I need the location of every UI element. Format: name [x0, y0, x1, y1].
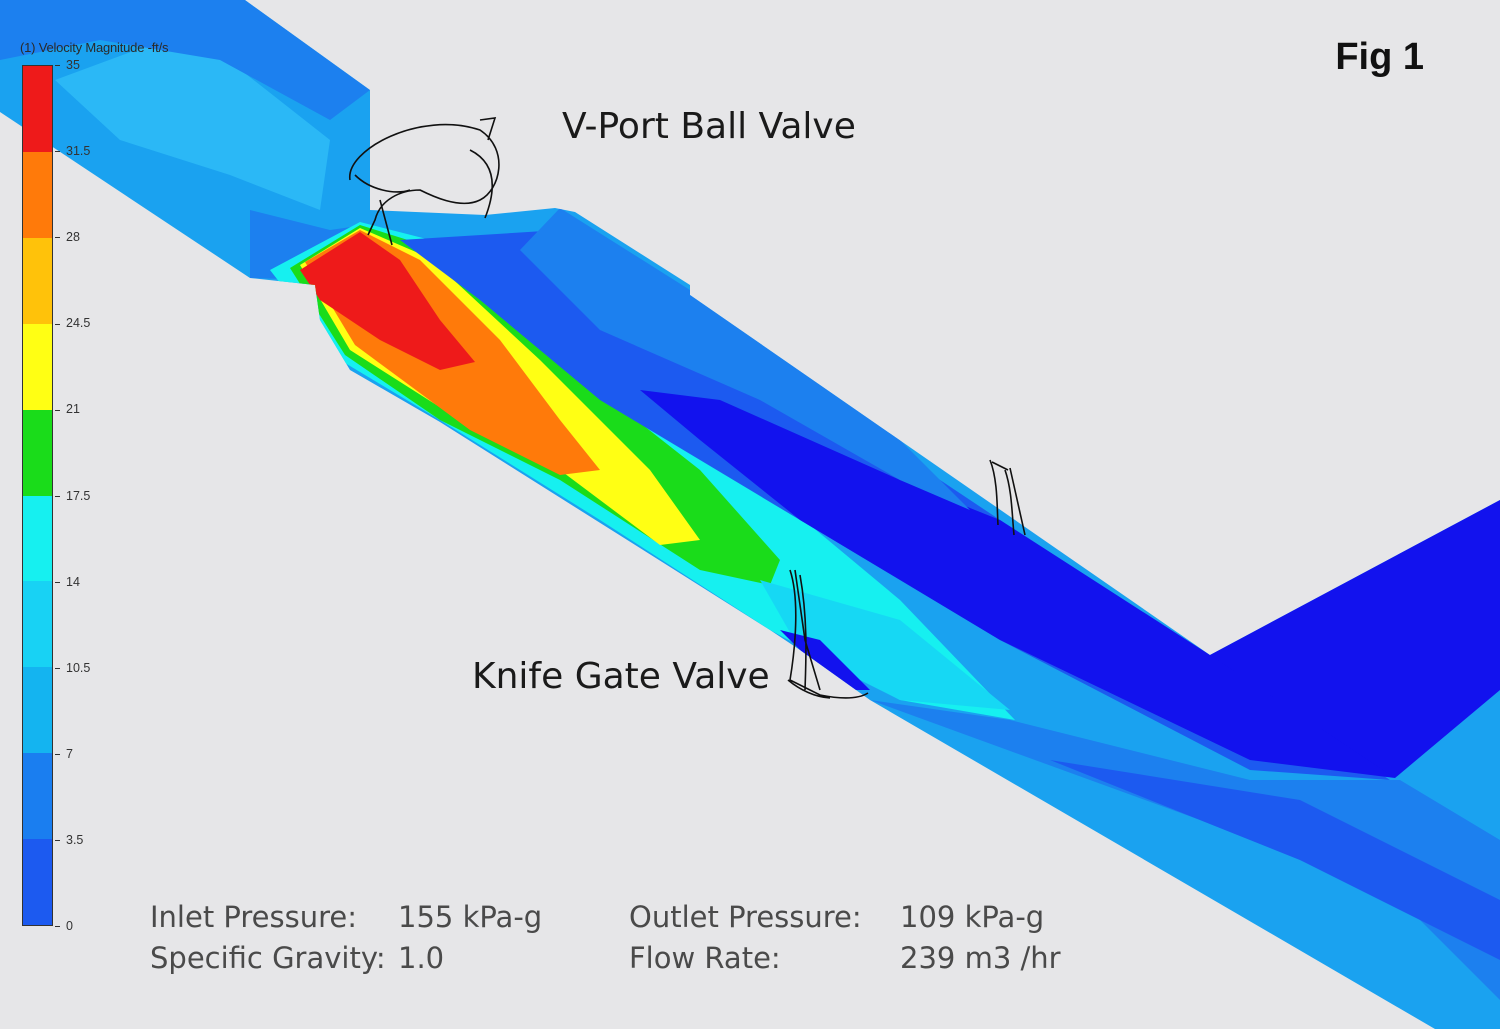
color-scale-segment	[23, 753, 52, 840]
specific-gravity-label: Specific Gravity:	[150, 941, 386, 975]
specific-gravity-value: 1.0	[398, 941, 445, 975]
color-scale-segment	[23, 237, 52, 324]
color-scale-tick-label: 35	[55, 58, 80, 72]
outlet-pressure-label: Outlet Pressure:	[629, 900, 862, 934]
flow-rate-label: Flow Rate:	[629, 941, 781, 975]
color-scale-tick-label: 31.5	[55, 144, 90, 158]
knife-gate-valve-outline	[787, 569, 869, 699]
flow-rate-value: 239 m3 /hr	[900, 941, 1061, 975]
color-scale-tick-label: 28	[55, 230, 80, 244]
upper-wall-blue	[520, 208, 970, 510]
outlet-pressure-value: 109 kPa-g	[900, 900, 1045, 934]
color-scale-segment	[23, 495, 52, 582]
pre-valve-blue	[250, 210, 365, 280]
color-scale-segment	[23, 323, 52, 410]
color-scale-segment	[23, 667, 52, 754]
color-scale-tick-label: 10.5	[55, 661, 90, 675]
color-scale-tick-label: 7	[55, 747, 73, 761]
ball-valve-outline	[349, 117, 500, 246]
color-scale-segment	[23, 66, 52, 152]
color-scale-tick-label: 17.5	[55, 489, 90, 503]
color-scale-segment	[23, 151, 52, 238]
color-scale-tick-label: 21	[55, 402, 80, 416]
downstream-cyan	[760, 580, 1010, 710]
color-scale-segment	[23, 409, 52, 496]
ball-valve-label: V-Port Ball Valve	[562, 106, 856, 147]
inlet-pressure-label: Inlet Pressure:	[150, 900, 358, 934]
color-scale-segment	[23, 839, 52, 926]
color-scale-segment	[23, 581, 52, 668]
recirculation-zone	[640, 390, 1395, 778]
downstream-dark-streak	[1050, 760, 1500, 960]
inlet-blue-top	[0, 0, 370, 120]
color-scale-tick-label: 14	[55, 575, 80, 589]
jet-red-core	[300, 232, 475, 370]
gate-valve-label: Knife Gate Valve	[472, 656, 770, 697]
figure-label: Fig 1	[1335, 36, 1424, 78]
color-scale-tick-label: 24.5	[55, 316, 90, 330]
gate-wake	[780, 630, 870, 690]
color-scale-tick-label: 0	[55, 919, 73, 933]
inlet-pressure-value: 155 kPa-g	[398, 900, 543, 934]
downstream-valve-outline	[989, 459, 1026, 536]
legend-title: (1) Velocity Magnitude -ft/s	[20, 40, 169, 55]
color-scale-tick-label: 3.5	[55, 833, 83, 847]
inlet-light-zone	[55, 30, 330, 210]
color-scale-bar	[22, 65, 53, 926]
